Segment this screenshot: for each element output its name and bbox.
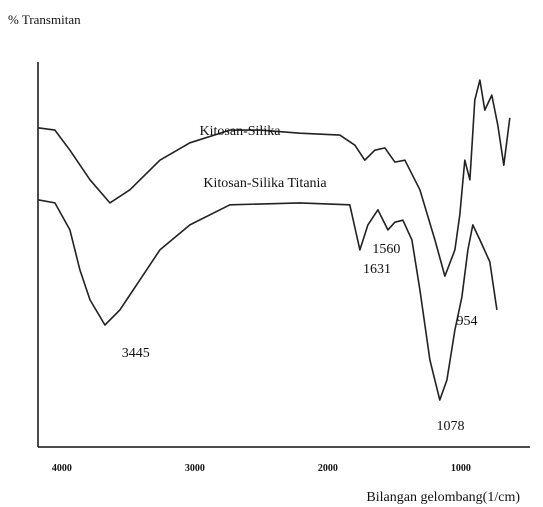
series-label: Kitosan-Silika Titania: [203, 176, 327, 191]
x-tick-label: 4000: [52, 463, 72, 474]
spectrum-line: [37, 79, 511, 277]
peak-label: 954: [456, 314, 477, 329]
peak-label: 3445: [122, 346, 150, 361]
peak-label: 1560: [372, 242, 400, 257]
x-tick-label: 3000: [185, 463, 205, 474]
x-tick-label: 1000: [451, 463, 471, 474]
x-axis-label: Bilangan gelombang(1/cm): [366, 490, 520, 505]
y-axis-label: % Transmitan: [8, 12, 81, 27]
peak-label: 1078: [436, 419, 464, 434]
spectrum-line: [37, 199, 498, 401]
x-tick-label: 2000: [318, 463, 338, 474]
series-label: Kitosan-Silika: [200, 124, 282, 139]
peak-label: 1631: [363, 262, 391, 277]
